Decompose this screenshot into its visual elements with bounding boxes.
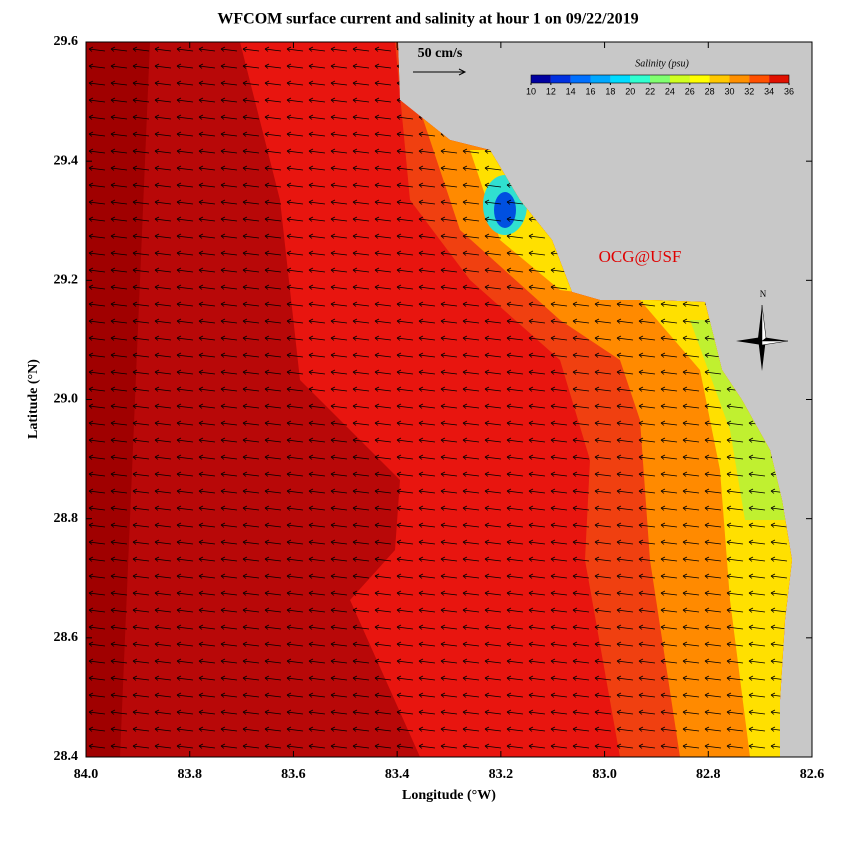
colorbar-tick-label: 28 (705, 86, 715, 96)
x-tick-label: 83.4 (385, 767, 410, 782)
x-tick-label: 83.8 (177, 767, 202, 782)
colorbar-segment (669, 75, 690, 83)
x-tick-label: 82.6 (800, 767, 825, 782)
colorbar-segment (590, 75, 611, 83)
colorbar-segment (531, 75, 551, 83)
compass-label: N (760, 289, 767, 299)
colorbar-tick-label: 32 (744, 86, 754, 96)
reference-vector (413, 68, 467, 76)
y-tick-label: 29.2 (54, 273, 79, 288)
colorbar-segment (630, 75, 651, 83)
colorbar-tick-label: 14 (566, 86, 576, 96)
y-tick-label: 29.4 (54, 153, 79, 168)
colorbar-tick-label: 34 (764, 86, 774, 96)
colorbar-tick-label: 18 (605, 86, 615, 96)
reference-vector-label: 50 cm/s (418, 46, 463, 61)
x-tick-label: 83.2 (489, 767, 514, 782)
colorbar-frame (530, 74, 790, 84)
colorbar-segment (570, 75, 591, 83)
colorbar-tick-label: 12 (546, 86, 556, 96)
y-axis-label: Latitude (°N) (26, 359, 41, 439)
y-tick-label: 28.6 (54, 630, 79, 645)
colorbar-tick-label: 10 (526, 86, 536, 96)
x-tick-label: 83.0 (592, 767, 617, 782)
chart-title: WFCOM surface current and salinity at ho… (217, 11, 638, 28)
y-tick-label: 28.8 (54, 511, 79, 526)
colorbar-segment (610, 75, 631, 83)
colorbar-segment (689, 75, 710, 83)
y-tick-label: 29.0 (54, 392, 79, 407)
colorbar-segment (729, 75, 750, 83)
credit: OCG@USF (599, 247, 682, 266)
compass (736, 304, 789, 371)
x-tick-label: 83.6 (281, 767, 306, 782)
colorbar-tick-label: 16 (586, 86, 596, 96)
colorbar-segment (709, 75, 730, 83)
colorbar-segment (769, 75, 789, 83)
x-tick-label: 82.8 (696, 767, 721, 782)
colorbar-segment (749, 75, 770, 83)
x-tick-label: 84.0 (74, 767, 99, 782)
y-tick-label: 28.4 (54, 749, 79, 764)
colorbar-tick-label: 22 (645, 86, 655, 96)
colorbar-tick-label: 26 (685, 86, 695, 96)
colorbar-segment (650, 75, 670, 83)
colorbar-title: Salinity (psu) (635, 58, 689, 69)
colorbar-tick-label: 30 (724, 86, 734, 96)
colorbar-segment (550, 75, 571, 83)
x-axis-label: Longitude (°W) (402, 788, 496, 803)
colorbar-tick-label: 24 (665, 86, 675, 96)
colorbar-tick-label: 20 (625, 86, 635, 96)
colorbar-tick-label: 36 (784, 86, 794, 96)
y-tick-label: 29.6 (54, 34, 79, 49)
